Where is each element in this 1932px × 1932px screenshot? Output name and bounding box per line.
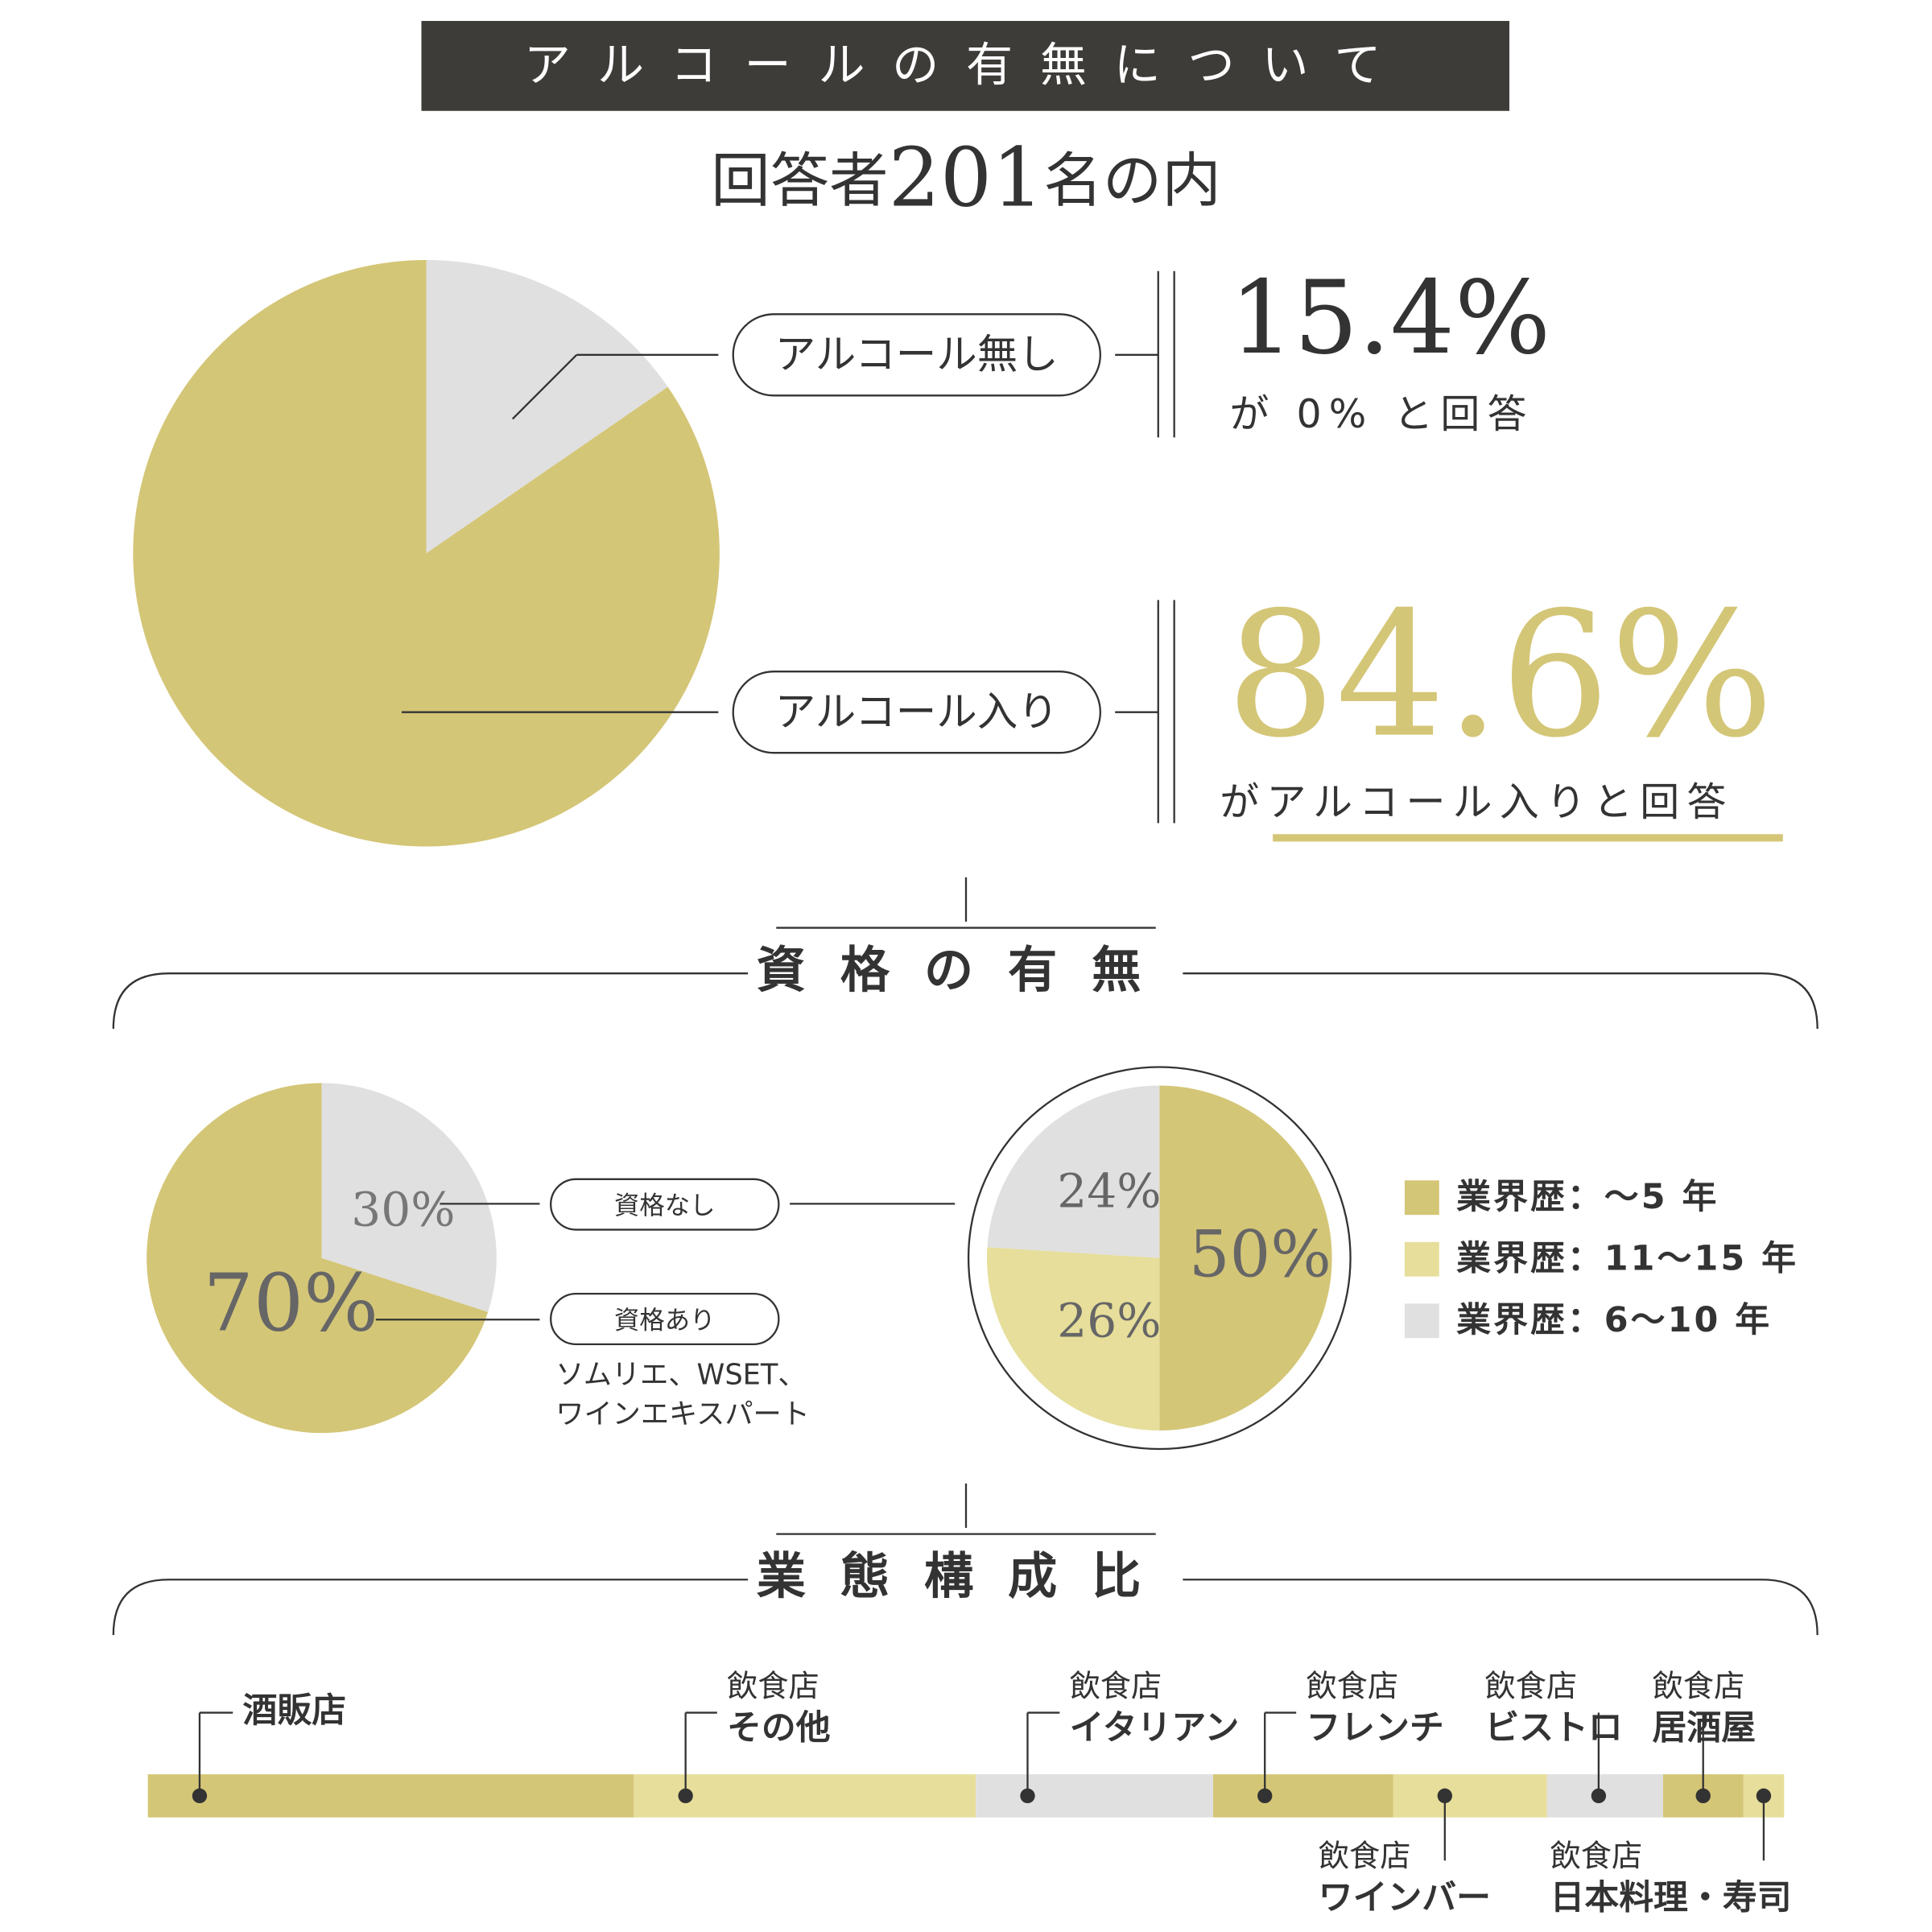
category-label: イタリアン (1070, 1707, 1240, 1748)
value-label: 30% (351, 1183, 455, 1237)
category-group: 飲食店 (1306, 1668, 1398, 1704)
pill-label: アルコール入り (775, 687, 1059, 735)
pie-slice (147, 1083, 489, 1434)
value-label: 26% (1057, 1293, 1161, 1348)
category-label: ワインバー (1319, 1878, 1491, 1918)
pill-label: アルコール無し (775, 330, 1059, 378)
pie-slice (987, 1247, 1160, 1431)
pie-slice (133, 259, 720, 847)
respondents-suffix: 名の内 (1043, 147, 1220, 216)
note: が 0% と回答 (1230, 391, 1534, 437)
category-group: 飲食店 (1070, 1668, 1162, 1704)
category-dot (1020, 1788, 1035, 1804)
label-pill (732, 671, 1101, 754)
legend-swatch (1404, 1241, 1439, 1277)
pill-label: 資格あり (614, 1307, 715, 1335)
bar-segment (976, 1774, 1213, 1818)
category-group: 飲食店 (1653, 1668, 1745, 1704)
legend-label: 業界歴：11〜15 年 (1456, 1238, 1798, 1278)
category-dot (1695, 1788, 1711, 1804)
section-bracket (112, 972, 1818, 1030)
value-label: 84.6% (1226, 575, 1774, 776)
leader-line (511, 354, 578, 420)
label-pill (550, 1292, 780, 1346)
category-dot (678, 1788, 693, 1804)
category-label: フレンチ (1306, 1707, 1443, 1748)
pie-ring (967, 1066, 1352, 1451)
category-label: 酒販店 (243, 1690, 347, 1731)
category-label: 日本料理・寿司 (1550, 1878, 1792, 1918)
respondents-prefix: 回答者 (711, 147, 888, 216)
category-group: 飲食店 (1319, 1839, 1411, 1875)
bar-segment (147, 1774, 634, 1818)
value-label: 15.4% (1230, 258, 1551, 377)
respondents-count: 201 (889, 130, 1044, 225)
pill-label: 資格なし (614, 1191, 715, 1220)
legend-swatch (1404, 1303, 1439, 1339)
category-label: 居酒屋 (1653, 1707, 1757, 1748)
category-group: 飲食店 (727, 1668, 819, 1704)
pie-slice (321, 1083, 497, 1312)
category-dot (1756, 1788, 1772, 1804)
section-bracket (112, 1579, 1818, 1636)
category-group: 飲食店 (1484, 1668, 1577, 1704)
respondents: 回答者201名の内 (711, 130, 1221, 225)
category-dot (192, 1788, 208, 1804)
category-dot (1257, 1788, 1273, 1804)
category-group: 飲食店 (1550, 1839, 1643, 1875)
header-banner (421, 21, 1509, 111)
category-dot (1591, 1788, 1607, 1804)
bar-segment (1212, 1774, 1393, 1818)
bar-segment (1393, 1774, 1547, 1818)
category-label: その他 (727, 1707, 831, 1748)
value-label: 50% (1189, 1216, 1331, 1291)
section-title: 業態構成比 (757, 1548, 1175, 1605)
note: ワインエキスパート (555, 1398, 810, 1431)
value-label: 24% (1057, 1164, 1161, 1219)
legend-swatch (1404, 1180, 1439, 1216)
note-underline (1273, 834, 1783, 842)
note: がアルコール入りと回答 (1220, 779, 1733, 825)
category-label: ビストロ (1484, 1707, 1622, 1748)
legend-label: 業界歴：〜5 年 (1456, 1177, 1719, 1217)
category-dot (1437, 1788, 1452, 1804)
note: ソムリエ、WSET、 (555, 1359, 806, 1392)
pie-slice (987, 1085, 1160, 1258)
pie-slice (1159, 1085, 1332, 1431)
label-pill (550, 1178, 780, 1231)
legend-label: 業界歴：6〜10 年 (1456, 1300, 1772, 1340)
section-title: 資格の有無 (757, 942, 1175, 999)
label-pill (732, 313, 1101, 397)
header-title: アルコールの有無について (524, 37, 1408, 92)
pie-slice (426, 259, 668, 554)
value-label: 70% (204, 1258, 379, 1350)
